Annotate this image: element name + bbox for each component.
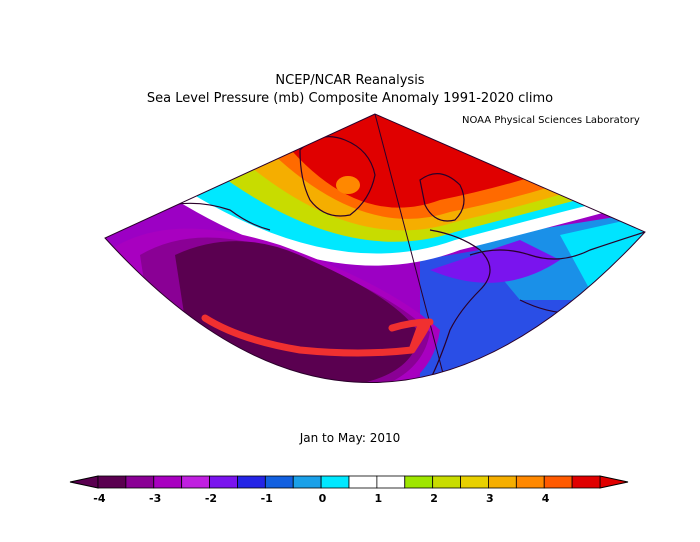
colorbar-swatch [237, 475, 266, 489]
colorbar-swatch [97, 475, 127, 489]
colorbar-swatch [292, 475, 322, 489]
colorbar-tick-label: 1 [374, 492, 382, 505]
colorbar-swatch [209, 475, 238, 489]
colorbar-swatch [348, 475, 378, 489]
colorbar-swatch [320, 475, 350, 489]
period-label: Jan to May: 2010 [299, 431, 401, 445]
colorbar-swatch [125, 475, 155, 489]
colorbar-tick-label: -4 [93, 492, 106, 505]
credit-label: NOAA Physical Sciences Laboratory [462, 115, 640, 126]
colorbar-tick-label: 3 [486, 492, 494, 505]
colorbar-swatch [153, 475, 183, 489]
title-line-2: Sea Level Pressure (mb) Composite Anomal… [146, 91, 554, 106]
colorbar-arrow-low [69, 475, 99, 489]
colorbar-swatch [488, 475, 517, 489]
colorbar-swatch [571, 475, 601, 489]
colorbar-swatch [264, 475, 294, 489]
colorbar-swatch [543, 475, 573, 489]
colorbar-swatch [432, 475, 461, 489]
colorbar: -4 -3 -2 -1 0 1 2 3 4 [69, 475, 629, 505]
colorbar-swatch [181, 475, 210, 489]
annotation-arrow [201, 314, 434, 357]
title-line-1: NCEP/NCAR Reanalysis [275, 73, 425, 88]
colorbar-tick-label: 4 [542, 492, 550, 505]
colorbar-arrow-high [599, 475, 629, 489]
colorbar-tick-label: 0 [319, 492, 327, 505]
colorbar-tick-label: -3 [149, 492, 161, 505]
colorbar-swatch [404, 475, 434, 489]
colorbar-swatch [515, 475, 545, 489]
colorbar-swatch [460, 475, 489, 489]
colorbar-tick-label: -1 [261, 492, 273, 505]
colorbar-tick-label: 2 [430, 492, 438, 505]
colorbar-swatch [376, 475, 406, 489]
colorbar-tick-label: -2 [205, 492, 217, 505]
